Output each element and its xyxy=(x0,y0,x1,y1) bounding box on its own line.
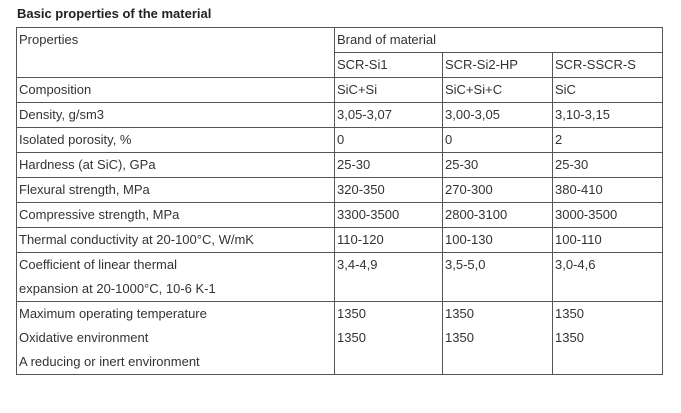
cell-value: 25-30 xyxy=(552,152,663,178)
row-label-line: expansion at 20-1000°C, 10-6 K-1 xyxy=(19,281,216,296)
row-label-line: A reducing or inert environment xyxy=(19,354,200,369)
cell-value: 3,5-5,0 xyxy=(442,252,553,302)
table-row: Compressive strength, MPa 3300-3500 2800… xyxy=(16,202,663,228)
cell-value: 380-410 xyxy=(552,177,663,203)
cell-value: SiC+Si+C xyxy=(442,77,553,103)
cell-value: 110-120 xyxy=(334,227,443,253)
cell-value: SiC xyxy=(552,77,663,103)
table-row: Thermal conductivity at 20-100°C, W/mK 1… xyxy=(16,227,663,253)
page-title: Basic properties of the material xyxy=(17,6,212,21)
cell-value: 100-130 xyxy=(442,227,553,253)
brand-name: SCR-Si1 xyxy=(334,52,443,78)
table-row: Coefficient of linear thermal expansion … xyxy=(16,252,663,302)
row-label: Density, g/sm3 xyxy=(16,102,335,128)
cell-value-line: 1350 xyxy=(445,306,474,321)
cell-value: 1350 1350 xyxy=(552,301,663,375)
brand-name: SCR-SSCR-S xyxy=(552,52,663,78)
table-row: Maximum operating temperature Oxidative … xyxy=(16,301,663,375)
header-brand: Brand of material xyxy=(334,27,663,53)
row-label-line: Maximum operating temperature xyxy=(19,306,207,321)
table-header-row: Properties Brand of material xyxy=(16,27,663,78)
cell-value-line: 1350 xyxy=(337,330,366,345)
row-label: Composition xyxy=(16,77,335,103)
row-label: Coefficient of linear thermal expansion … xyxy=(16,252,335,302)
cell-value: 3300-3500 xyxy=(334,202,443,228)
cell-value: 0 xyxy=(442,127,553,153)
row-label: Maximum operating temperature Oxidative … xyxy=(16,301,335,375)
table-row: Flexural strength, MPa 320-350 270-300 3… xyxy=(16,177,663,203)
cell-value: 320-350 xyxy=(334,177,443,203)
cell-value: 3,10-3,15 xyxy=(552,102,663,128)
cell-value: 3,4-4,9 xyxy=(334,252,443,302)
cell-value: 3,05-3,07 xyxy=(334,102,443,128)
cell-value: 100-110 xyxy=(552,227,663,253)
cell-value: 1350 1350 xyxy=(334,301,443,375)
cell-value-line: 1350 xyxy=(555,306,584,321)
row-label: Thermal conductivity at 20-100°C, W/mK xyxy=(16,227,335,253)
cell-value: SiC+Si xyxy=(334,77,443,103)
cell-value: 3,00-3,05 xyxy=(442,102,553,128)
row-label: Isolated porosity, % xyxy=(16,127,335,153)
cell-value: 2 xyxy=(552,127,663,153)
row-label-line: Coefficient of linear thermal xyxy=(19,257,178,272)
row-label-line: Oxidative environment xyxy=(19,330,149,345)
cell-value: 0 xyxy=(334,127,443,153)
row-label: Compressive strength, MPa xyxy=(16,202,335,228)
cell-value: 3,0-4,6 xyxy=(552,252,663,302)
cell-value: 25-30 xyxy=(442,152,553,178)
brand-row: SCR-Si1 SCR-Si2-HP SCR-SSCR-S xyxy=(17,52,663,78)
cell-value-line: 1350 xyxy=(555,330,584,345)
table-row: Hardness (at SiC), GPa 25-30 25-30 25-30 xyxy=(16,152,663,178)
row-label: Hardness (at SiC), GPa xyxy=(16,152,335,178)
cell-value: 270-300 xyxy=(442,177,553,203)
table-row: Density, g/sm3 3,05-3,07 3,00-3,05 3,10-… xyxy=(16,102,663,128)
cell-value-line: 1350 xyxy=(445,330,474,345)
cell-value: 25-30 xyxy=(334,152,443,178)
brand-name: SCR-Si2-HP xyxy=(442,52,553,78)
table-row: Isolated porosity, % 0 0 2 xyxy=(16,127,663,153)
table-row: Composition SiC+Si SiC+Si+C SiC xyxy=(16,77,663,103)
cell-value: 1350 1350 xyxy=(442,301,553,375)
header-properties: Properties xyxy=(16,27,335,78)
cell-value: 3000-3500 xyxy=(552,202,663,228)
cell-value: 2800-3100 xyxy=(442,202,553,228)
row-label: Flexural strength, MPa xyxy=(16,177,335,203)
cell-value-line: 1350 xyxy=(337,306,366,321)
properties-table: Properties Brand of material SCR-Si1 SCR… xyxy=(16,27,663,375)
